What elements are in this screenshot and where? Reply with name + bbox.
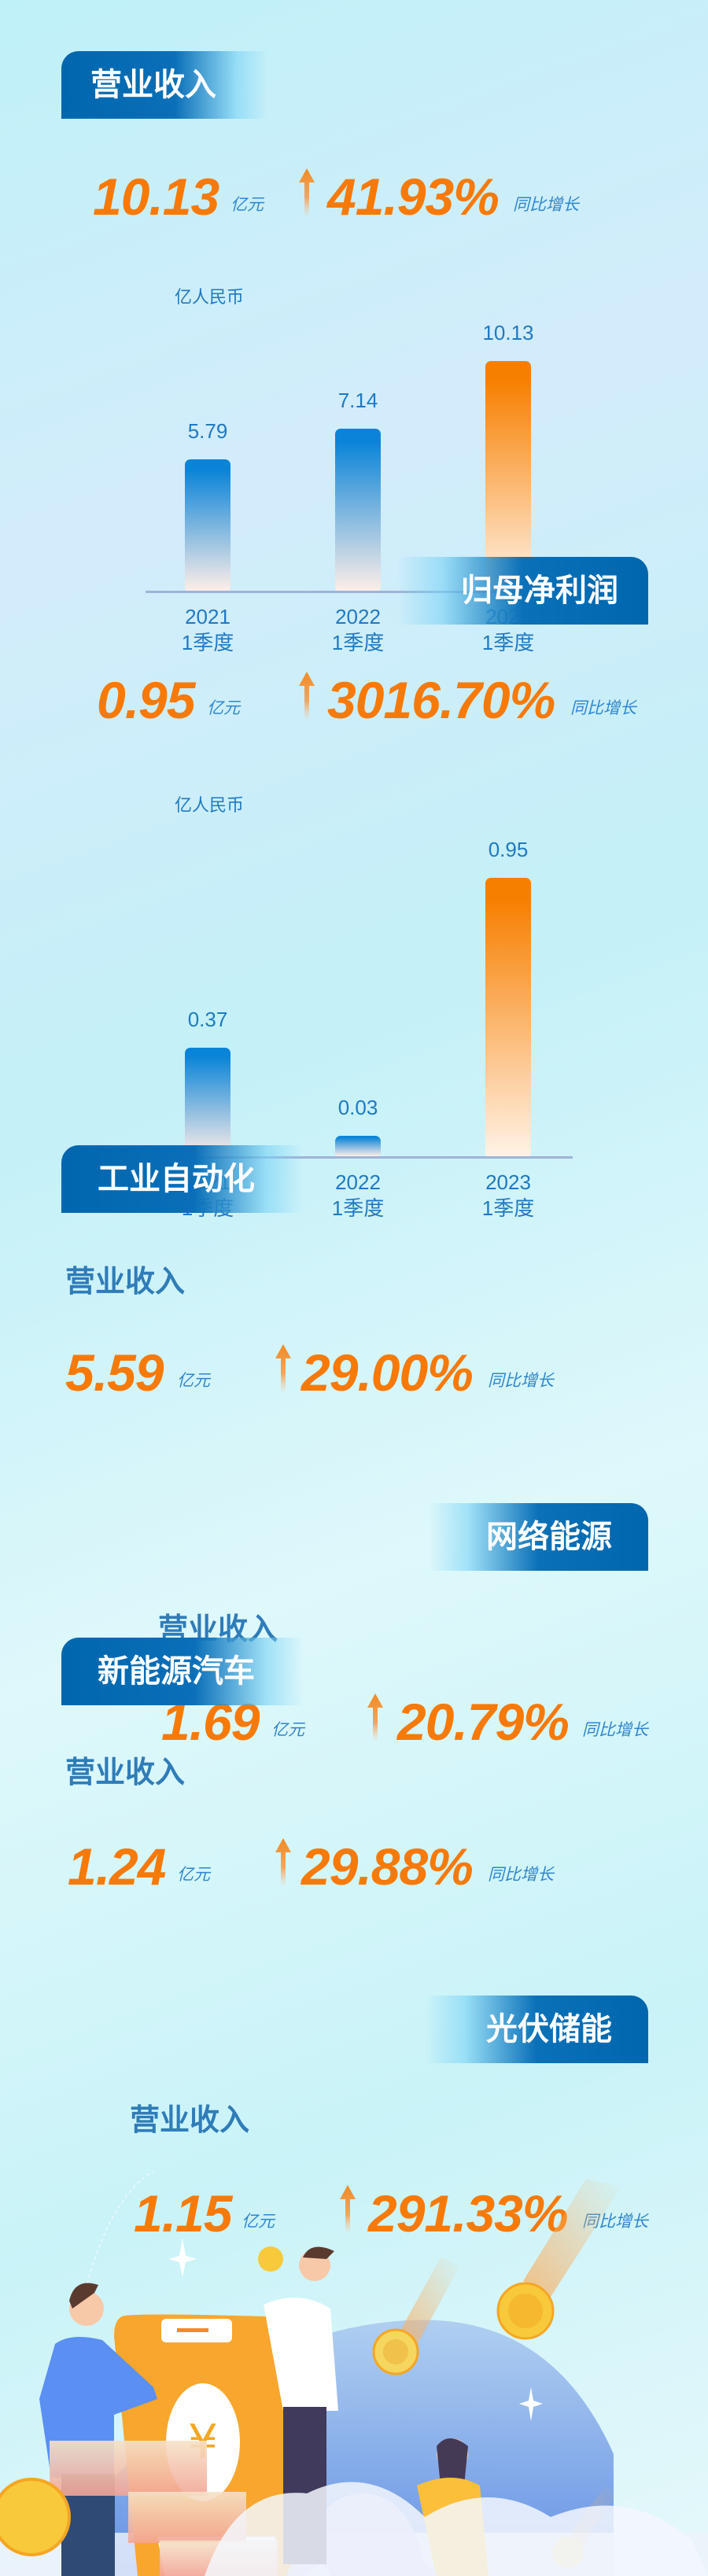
bar bbox=[335, 1136, 381, 1156]
network-energy-unit: 亿元 bbox=[271, 1720, 304, 1739]
section-header-pv-storage: 光伏储能 bbox=[425, 1996, 648, 2063]
pv-storage-unit: 亿元 bbox=[242, 2212, 275, 2231]
bar bbox=[335, 429, 381, 591]
x-tick-label-line: 1季度 bbox=[331, 1196, 385, 1220]
x-tick-label-line: 2021 bbox=[185, 605, 230, 628]
x-tick-label: 2022 1季度 bbox=[311, 604, 405, 655]
nev-value: 1.24 bbox=[68, 1837, 166, 1896]
x-axis-line bbox=[146, 1156, 573, 1159]
person-man-white bbox=[264, 2246, 338, 2564]
section-header-nev: 新能源汽车 bbox=[61, 1638, 303, 1705]
falling-coin-icon bbox=[496, 2179, 621, 2340]
bar-value-label: 0.95 bbox=[488, 838, 529, 861]
net-profit-growth-label: 同比增长 bbox=[570, 698, 636, 717]
x-tick-label-line: 2023 bbox=[485, 1170, 531, 1194]
section-title: 营业收入 bbox=[90, 67, 216, 103]
falling-coin-icon bbox=[372, 2257, 460, 2375]
smiley-icon bbox=[258, 2246, 283, 2272]
nev-growth: 29.88% bbox=[301, 1837, 474, 1896]
revenue-value: 10.13 bbox=[93, 168, 219, 226]
x-tick-label: 2022 1季度 bbox=[311, 1170, 405, 1221]
revenue-label: 营业收入 bbox=[65, 1755, 186, 1789]
section-header-revenue: 营业收入 bbox=[61, 51, 267, 119]
arrow-up-icon bbox=[299, 672, 315, 720]
x-tick-label-line: 1季度 bbox=[481, 630, 535, 654]
industrial-automation-growth: 29.00% bbox=[301, 1343, 474, 1402]
industrial-automation-growth-label: 同比增长 bbox=[488, 1371, 554, 1390]
nev-growth-label: 同比增长 bbox=[488, 1865, 554, 1884]
network-energy-growth-label: 同比增长 bbox=[582, 1720, 648, 1739]
x-tick-label-line: 1季度 bbox=[481, 1196, 535, 1220]
chart-unit-label: 亿人民币 bbox=[175, 796, 245, 816]
bar-value-label: 5.79 bbox=[187, 419, 228, 444]
arrow-up-icon bbox=[340, 2185, 356, 2234]
x-tick-label-line: 1季度 bbox=[181, 630, 234, 654]
nev-unit: 亿元 bbox=[177, 1865, 210, 1884]
coin-icon bbox=[0, 2478, 71, 2556]
x-tick-label-line: 1季度 bbox=[331, 630, 385, 654]
section-header-industrial-automation: 工业自动化 bbox=[61, 1145, 303, 1213]
sparkle-icon bbox=[168, 2238, 197, 2277]
pv-storage-value: 1.15 bbox=[134, 2184, 232, 2242]
x-tick-label-line: 2022 bbox=[335, 605, 381, 628]
cloud bbox=[205, 2482, 708, 2576]
section-header-net-profit: 归母净利润 bbox=[397, 557, 648, 625]
section-title: 归母净利润 bbox=[461, 573, 618, 609]
bar bbox=[185, 459, 230, 591]
arrow-up-icon bbox=[275, 1344, 291, 1393]
revenue-label: 营业收入 bbox=[130, 2102, 250, 2137]
net-profit-unit: 亿元 bbox=[207, 698, 240, 717]
bar-value-label: 7.14 bbox=[337, 389, 378, 413]
bar bbox=[185, 1048, 230, 1156]
network-energy-growth: 20.79% bbox=[397, 1693, 570, 1751]
bar-value-label: 0.03 bbox=[337, 1096, 378, 1119]
revenue-unit: 亿元 bbox=[230, 195, 264, 214]
x-axis-line bbox=[146, 591, 573, 593]
section-title: 新能源汽车 bbox=[98, 1653, 255, 1690]
section-title: 工业自动化 bbox=[98, 1161, 255, 1197]
section-title: 网络能源 bbox=[486, 1519, 612, 1555]
bar bbox=[485, 878, 531, 1156]
industrial-automation-value: 5.59 bbox=[65, 1343, 164, 1402]
revenue-label: 营业收入 bbox=[65, 1264, 186, 1299]
finance-illustration: ¥ bbox=[0, 2170, 708, 2576]
bar bbox=[485, 361, 531, 591]
revenue-growth: 41.93% bbox=[327, 168, 500, 226]
arrow-up-icon bbox=[275, 1838, 291, 1887]
bar-value-label: 0.37 bbox=[187, 1008, 228, 1032]
pv-storage-growth: 291.33% bbox=[368, 2184, 569, 2242]
section-header-network-energy: 网络能源 bbox=[429, 1503, 648, 1571]
arrow-up-icon bbox=[367, 1693, 383, 1742]
bar-value-label: 10.13 bbox=[482, 321, 534, 345]
revenue-growth-label: 同比增长 bbox=[513, 195, 579, 214]
net-profit-growth: 3016.70% bbox=[327, 671, 555, 729]
net-profit-value: 0.95 bbox=[97, 671, 195, 729]
chart-unit-label: 亿人民币 bbox=[175, 288, 245, 308]
sparkle-icon bbox=[519, 2387, 543, 2421]
arrow-up-icon bbox=[299, 168, 315, 217]
industrial-automation-unit: 亿元 bbox=[177, 1371, 210, 1390]
section-title: 光伏储能 bbox=[486, 2011, 612, 2047]
x-tick-label-line: 2022 bbox=[335, 1170, 381, 1194]
